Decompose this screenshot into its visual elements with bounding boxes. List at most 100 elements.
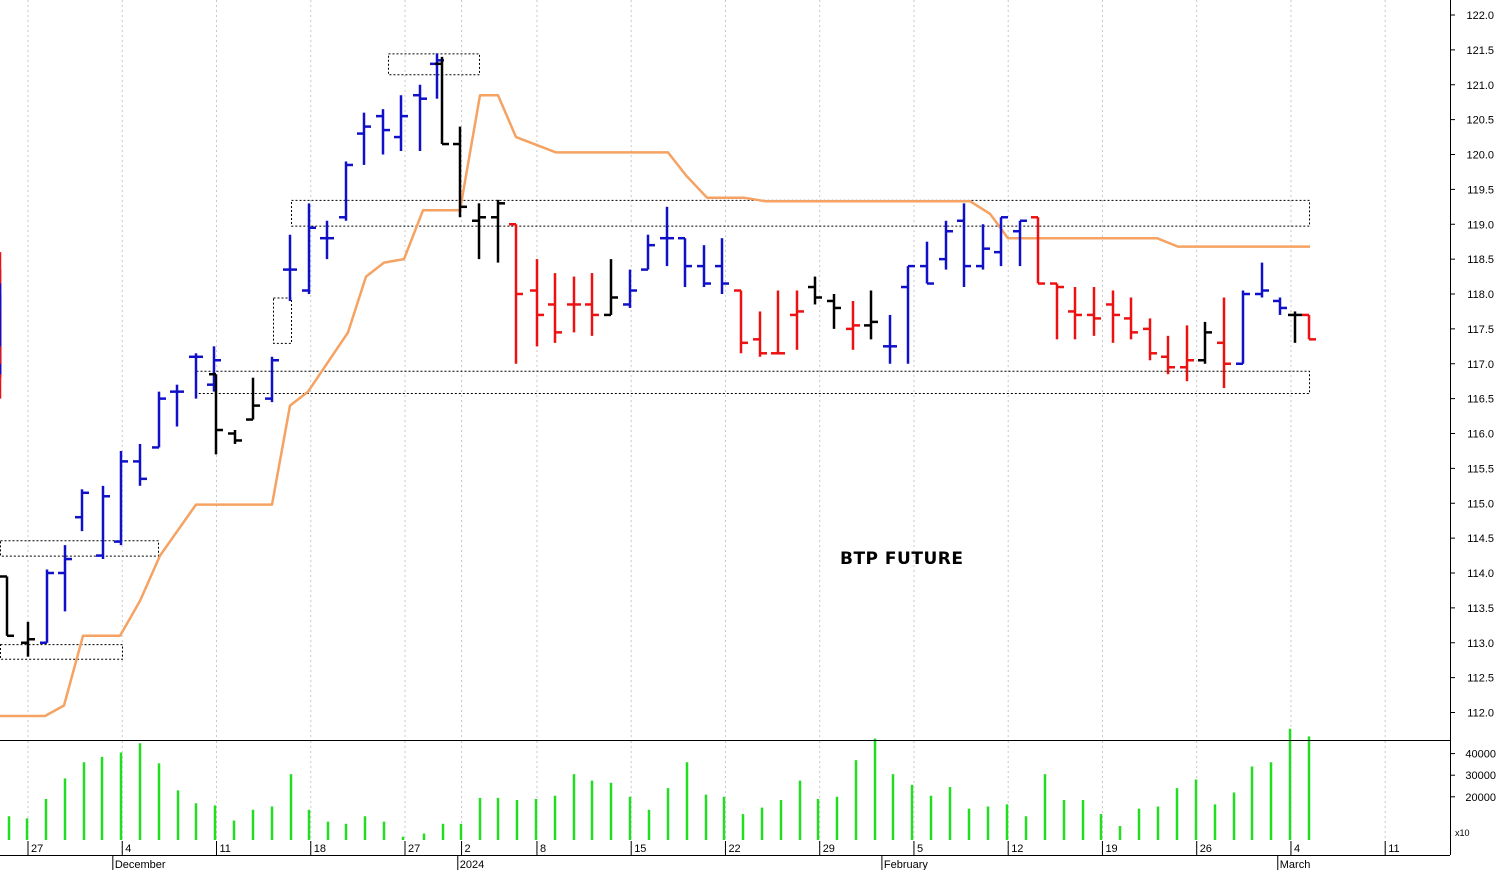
ohlc-bar [864,290,878,340]
price-tick-label: 113.0 [1467,638,1494,650]
ohlc-bar [1180,325,1194,382]
day-tick-label: 18 [314,843,326,855]
price-tick-label: 117.5 [1467,324,1494,336]
ohlc-bar [1143,318,1157,361]
price-tick-label: 115.5 [1467,463,1494,475]
ohlc-bar [771,290,785,355]
day-tick-label: 5 [917,843,923,855]
ohlc-bar [901,264,915,364]
day-tick-label: 15 [634,843,646,855]
price-tick-label: 119.5 [1467,184,1494,196]
ohlc-bar [302,203,316,294]
price-tick-label: 120.5 [1466,115,1494,127]
price-tick-label: 122.0 [1466,10,1494,22]
ohlc-bar [1302,313,1316,341]
ohlc-bar [472,203,486,260]
ohlc-bar [509,223,523,364]
ohlc-bar [1087,287,1101,336]
day-tick-label: 11 [220,843,231,855]
chart-annotation: BTP FUTURE [840,549,963,569]
ohlc-bar [75,489,89,532]
ohlc-bar [209,372,223,455]
ohlc-bar [1050,282,1064,340]
day-tick-label: 27 [31,843,43,855]
ohlc-bar [939,220,953,270]
ohlc-bar [133,443,147,486]
ohlc-bar [1161,335,1175,375]
ohlc-bar [413,84,427,152]
ohlc-bar [189,353,203,399]
ohlc-bar [753,311,767,357]
ohlc-bar [1255,262,1269,298]
price-tick-label: 116.5 [1467,394,1494,406]
ohlc-bar [1031,216,1045,285]
month-tick-label: March [1280,859,1311,870]
ohlc-bar [678,236,692,288]
day-tick-label: 4 [1294,843,1300,855]
volume-bars [7,728,1311,840]
month-tick-label: February [884,859,929,870]
range-box [0,540,159,557]
ohlc-bar [790,290,804,350]
ohlc-bar [40,569,54,644]
price-tick-label: 114.0 [1467,568,1494,580]
ohlc-bar [0,575,14,638]
ohlc-bar [623,269,637,308]
month-tick-label: December [115,859,166,870]
price-tick-label: 114.5 [1467,533,1494,545]
ohlc-bar [435,56,449,146]
volume-tick-label: 40000 [1465,749,1496,761]
ohlc-bar [376,109,390,155]
ohlc-bar [808,276,822,305]
price-tick-label: 120.0 [1466,150,1494,162]
range-box [196,370,1310,395]
ohlc-bar [976,224,990,270]
day-tick-label: 26 [1200,843,1212,855]
day-tick-label: 27 [408,843,420,855]
ohlc-bar [957,203,971,288]
price-axis: 122.0 121.5 121.0 120.5 120.0 119.5 119.0 118.5… [1450,10,1494,720]
ohlc-bar [114,450,128,546]
ohlc-bar [846,300,860,350]
trailing-stop-series [0,93,1310,718]
ohlc-bar [1236,290,1250,365]
volume-tick-label: 30000 [1465,770,1496,782]
ohlc-bar [548,273,562,343]
ohlc-bar [283,234,297,301]
day-tick-label: 11 [1388,843,1399,855]
price-tick-label: 119.0 [1467,219,1494,231]
ohlc-bar [1124,297,1138,340]
day-tick-label: 12 [1011,843,1023,855]
ohlc-bar [697,245,711,288]
ohlc-bar [453,126,467,218]
ohlc-bar [1013,219,1027,267]
ohlc-bar [604,259,618,317]
ohlc-bar [994,216,1008,267]
price-tick-label: 115.0 [1467,498,1494,510]
ohlc-bar [491,199,505,263]
price-tick-label: 117.0 [1467,359,1494,371]
ohlc-bar [170,384,184,427]
range-box [291,199,1310,227]
volume-axis: 40000 30000 20000 [1450,749,1496,804]
ohlc-bar [734,289,748,354]
ohlc-bar [394,95,408,152]
range-box [388,53,480,76]
day-tick-label: 2 [465,843,471,855]
ohlc-bar [1106,290,1120,343]
ohlc-bar [357,112,371,165]
ohlc-bar [339,161,353,221]
time-axis: 27 4 11 18 27 2 8 15 22 29 5 12 19 26 4 11 December 2024 F… [27,841,1400,870]
ohlc-bar [660,206,674,267]
grid-lines [27,0,1386,855]
ohlc-bar [1198,321,1212,364]
day-tick-label: 4 [125,843,131,855]
day-tick-label: 8 [540,843,546,855]
day-tick-label: 22 [728,843,740,855]
ohlc-bar [246,377,260,421]
ohlc-bar [152,391,166,449]
ohlc-bar [567,276,581,333]
ohlc-bar [1273,297,1287,315]
ohlc-bars [0,53,1316,657]
ohlc-bar [641,234,655,271]
